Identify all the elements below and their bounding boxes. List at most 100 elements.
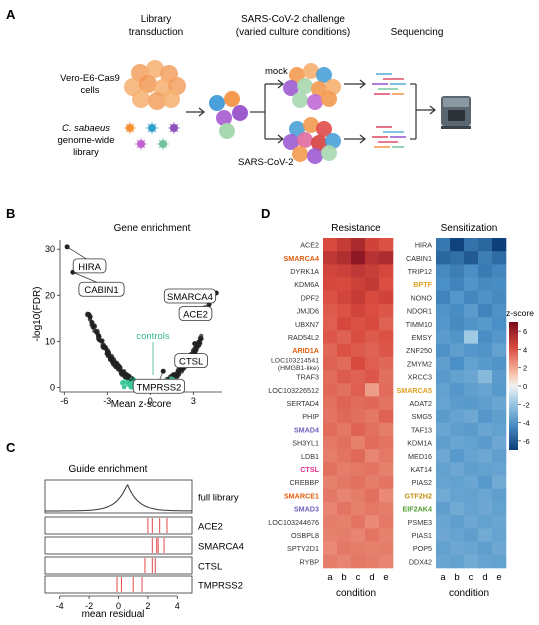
gene-point xyxy=(89,320,94,325)
y-tick-label: 20 xyxy=(45,290,55,300)
heatmap-cell xyxy=(478,238,493,252)
panel-c-xlabel: mean residual xyxy=(82,609,145,620)
heatmap-cell xyxy=(379,290,394,305)
heatmap-cell xyxy=(351,554,366,569)
heatmap-cell xyxy=(379,488,394,503)
panel-c-title: Guide enrichment xyxy=(69,464,148,475)
heatmap-cell xyxy=(323,515,338,529)
heatmap-gene-label: TRIP12 xyxy=(408,267,432,276)
heatmap-cell xyxy=(436,475,451,490)
heatmap-cell xyxy=(351,290,366,305)
heatmap-cell xyxy=(323,277,338,292)
heatmap-cell xyxy=(379,264,394,278)
gene-point xyxy=(106,351,111,356)
heatmap-cell xyxy=(323,541,338,556)
gene-label-box xyxy=(78,281,125,297)
heatmap-cell xyxy=(337,251,352,265)
heatmap-cell xyxy=(379,317,394,331)
heatmap-cell xyxy=(365,290,380,305)
heatmap-gene-label: RYBP xyxy=(300,557,320,566)
heatmap-cell xyxy=(337,422,352,437)
cells-label-2: cells xyxy=(80,85,99,96)
condition-label: e xyxy=(496,572,501,583)
heatmap-cell xyxy=(351,528,366,542)
heatmap-cell xyxy=(365,370,380,384)
heatmap-cell xyxy=(337,436,352,450)
heatmap-cell xyxy=(450,462,465,476)
heatmap-gene-label: HIRA xyxy=(415,241,432,250)
mock-label: mock xyxy=(265,66,288,77)
heatmap-cell xyxy=(478,264,493,278)
heatmap-gene-label: DYRK1A xyxy=(290,267,319,276)
heatmap-gene-label: BPTF xyxy=(413,280,432,289)
colorbar-tick-label: -2 xyxy=(523,400,530,409)
heatmap-cell xyxy=(379,475,394,490)
heatmap-cell xyxy=(436,277,451,292)
heatmap-cell xyxy=(450,541,465,556)
heatmap-cell xyxy=(337,449,352,463)
heatmap-cell xyxy=(450,277,465,292)
heatmap-gene-label: DPF2 xyxy=(301,293,319,302)
heatmap-cell xyxy=(323,290,338,305)
panel-b-y-ticks: 0 10 20 30 xyxy=(45,244,60,392)
lentivirus-library-icon xyxy=(124,122,180,150)
sars-cells-cluster xyxy=(283,117,341,164)
heatmap-cell xyxy=(478,251,493,265)
guide-row-box xyxy=(44,516,193,535)
heatmap-cell xyxy=(337,396,352,410)
heatmap-cell xyxy=(436,502,451,516)
gene-label: CTSL xyxy=(179,357,203,368)
heatmap-cell xyxy=(351,356,366,371)
heatmap-cell xyxy=(492,304,507,318)
heatmap-cell xyxy=(379,330,394,344)
heatmap-cell xyxy=(464,317,479,331)
heatmap-cell xyxy=(492,475,507,490)
panel-c: C Guide enrichment full library ACE2 SMARC… xyxy=(6,440,244,620)
condition-label: e xyxy=(383,572,388,583)
heatmap-cell xyxy=(492,488,507,503)
heatmap-cell xyxy=(351,264,366,278)
sensitization-title: Sensitization xyxy=(441,223,498,234)
heatmap-gene-label: LOC103244676 xyxy=(268,518,319,527)
heatmap-cell xyxy=(478,515,493,529)
panel-c-x-ticks: -4 -2 0 2 4 xyxy=(56,595,180,611)
control-point xyxy=(120,380,125,385)
heatmap-gene-label: SMAD4 xyxy=(294,425,319,434)
heatmap-cell xyxy=(478,304,493,318)
heatmap-gene-label: JMJD6 xyxy=(297,307,319,316)
heatmap-cell xyxy=(450,515,465,529)
heatmap-cell xyxy=(436,251,451,265)
sequencer-icon xyxy=(441,96,471,129)
sars-label: SARS-CoV-2 xyxy=(238,157,293,168)
heatmap-cell xyxy=(323,251,338,265)
heatmap-cell xyxy=(365,304,380,318)
heatmap-cell xyxy=(351,343,366,358)
gene-label: ACE2 xyxy=(183,309,208,320)
controls-label: controls xyxy=(136,331,170,342)
y-tick-label: 10 xyxy=(45,336,55,346)
condition-label: d xyxy=(369,572,374,583)
panel-d-label: D xyxy=(261,206,270,221)
gene-point xyxy=(96,335,101,340)
heatmap-cell xyxy=(337,330,352,344)
heatmap-cell xyxy=(351,251,366,265)
heatmap-cell xyxy=(464,528,479,542)
gene-label-box xyxy=(72,258,107,274)
heatmap-cell xyxy=(337,317,352,331)
heatmap-cell xyxy=(492,277,507,292)
heatmap-cell xyxy=(492,290,507,305)
sensitization-xlabel: condition xyxy=(449,588,489,599)
heatmap-cell xyxy=(436,396,451,410)
heatmap-cell xyxy=(337,264,352,278)
heatmap-cell xyxy=(436,409,451,424)
heatmap-cell xyxy=(337,383,352,397)
heatmap-cell xyxy=(379,370,394,384)
step3-title: Sequencing xyxy=(391,27,444,38)
heatmap-gene-label: ADAT2 xyxy=(409,399,432,408)
heatmap-cell xyxy=(436,370,451,384)
gene-point xyxy=(85,311,90,316)
library-label-italic: C. sabaeus xyxy=(62,123,110,134)
heatmap-cell xyxy=(351,515,366,529)
heatmap-cell xyxy=(379,343,394,358)
gene-label-box xyxy=(174,353,208,369)
